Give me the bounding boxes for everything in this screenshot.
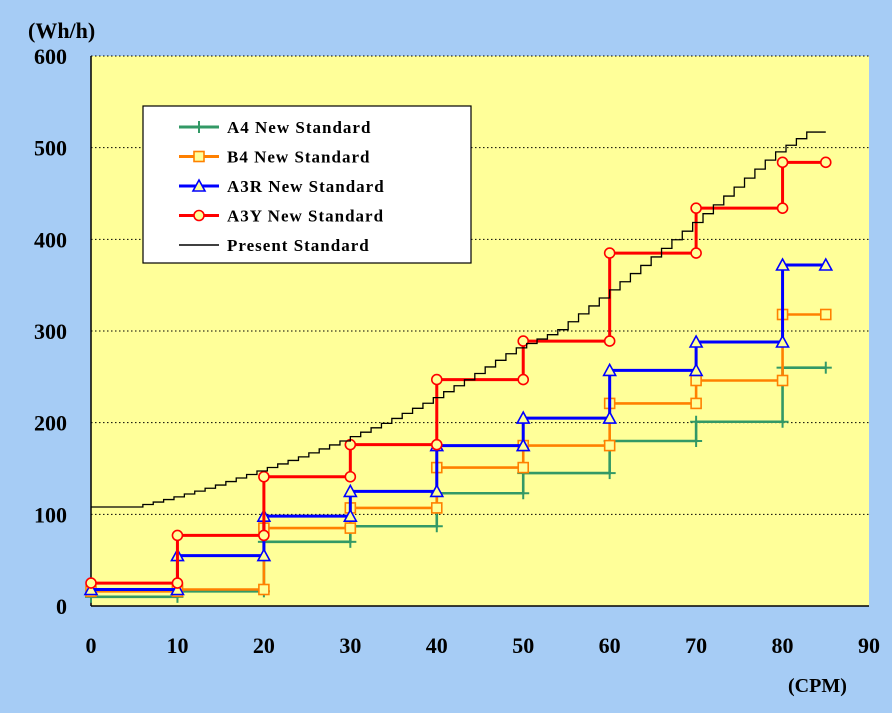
data-point [342, 483, 358, 498]
data-point [603, 439, 616, 452]
data-point [430, 373, 443, 386]
data-point [193, 209, 205, 222]
data-point [170, 581, 185, 596]
legend-item: Present Standard [179, 236, 370, 255]
legend-label: A3R New Standard [227, 177, 385, 196]
x-tick-label: 90 [858, 633, 880, 658]
data-point [688, 334, 704, 348]
legend: A4 New Standard B4 New Standard A3R New St… [142, 105, 472, 264]
data-point [517, 461, 530, 474]
x-tick-label: 20 [253, 633, 275, 658]
data-point [193, 150, 205, 163]
data-point [430, 438, 443, 451]
data-point [258, 583, 270, 596]
series-line [91, 313, 826, 593]
tick-labels: 0 100 200 300 400 500 600 0 10 20 30 40 50 60 70 80 90 [34, 44, 880, 658]
data-point [819, 308, 832, 321]
legend-label: A4 New Standard [227, 118, 371, 137]
data-point [258, 470, 270, 483]
y-tick-label: 300 [34, 319, 67, 344]
data-point [690, 202, 702, 214]
x-tick-label: 70 [685, 633, 707, 658]
data-point [256, 547, 272, 562]
data-point [690, 397, 702, 410]
data-point [818, 257, 834, 271]
data-point [776, 202, 789, 214]
data-point [171, 577, 184, 589]
x-tick-label: 60 [599, 633, 621, 658]
y-tick-label: 600 [34, 44, 67, 69]
data-point [690, 247, 702, 259]
series-line [91, 263, 826, 591]
data-point [344, 470, 357, 483]
legend-item: B4 New Standard [179, 148, 370, 167]
series-line [91, 160, 826, 585]
data-point [191, 178, 207, 192]
x-tick-label: 0 [86, 633, 97, 658]
data-point [85, 577, 97, 589]
x-tick-label: 50 [512, 633, 534, 658]
series-a3r-new-standard [83, 257, 834, 596]
series-line [91, 131, 826, 508]
x-tick-label: 80 [772, 633, 794, 658]
x-tick-label: 10 [166, 633, 188, 658]
legend-item: A4 New Standard [179, 118, 371, 137]
data-point [517, 373, 530, 386]
data-point [515, 437, 531, 452]
data-point [342, 508, 358, 522]
data-point [429, 483, 445, 498]
series-present-standard [91, 131, 826, 508]
data-point [776, 156, 789, 169]
series-line [91, 366, 826, 599]
series-a3y-new-standard [85, 156, 832, 589]
data-point [690, 374, 702, 387]
data-point [515, 410, 531, 424]
axes [90, 56, 869, 607]
legend-item: A3Y New Standard [179, 207, 384, 226]
legend-item: A3R New Standard [179, 177, 385, 196]
legend-label: B4 New Standard [227, 148, 370, 167]
data-point [603, 335, 616, 347]
data-point [688, 362, 704, 377]
data-point [775, 334, 790, 348]
data-point [819, 156, 832, 169]
data-point [517, 335, 530, 347]
legend-label: A3Y New Standard [227, 207, 384, 226]
y-tick-label: 500 [34, 136, 67, 161]
y-tick-label: 100 [34, 502, 67, 527]
grid-lines [91, 55, 869, 515]
legend-label: Present Standard [227, 236, 370, 255]
data-point [430, 502, 443, 514]
data-point [258, 529, 270, 542]
data-point [775, 257, 790, 271]
data-point [602, 410, 618, 424]
data-point [344, 522, 357, 534]
data-point [83, 581, 99, 596]
data-point [776, 374, 789, 387]
series [83, 131, 834, 603]
x-tick-label: 30 [339, 633, 361, 658]
y-axis-label: (Wh/h) [28, 18, 95, 43]
data-point [171, 529, 184, 542]
y-tick-label: 0 [56, 594, 67, 619]
y-tick-label: 400 [34, 227, 67, 252]
x-tick-label: 40 [426, 633, 448, 658]
x-axis-label: (CPM) [788, 675, 847, 697]
data-point [603, 247, 616, 259]
y-tick-label: 200 [34, 411, 67, 436]
data-point [602, 362, 618, 377]
